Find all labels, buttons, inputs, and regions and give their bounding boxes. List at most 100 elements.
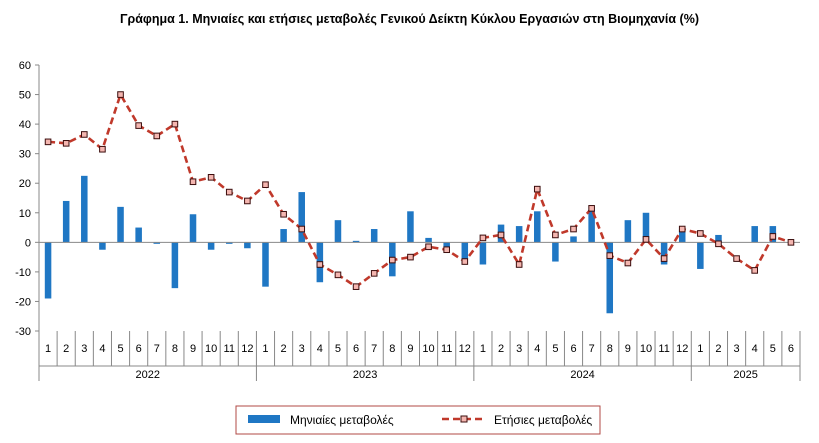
y-tick-label: 30 xyxy=(19,149,31,161)
x-month-label: 5 xyxy=(335,343,341,355)
monthly-bar xyxy=(515,226,523,243)
monthly-bar xyxy=(443,242,450,247)
y-tick-label: -30 xyxy=(15,326,31,338)
x-month-label: 5 xyxy=(117,343,123,355)
annual-point xyxy=(99,145,106,153)
legend-bar-swatch xyxy=(248,415,280,423)
x-month-label: 4 xyxy=(534,343,540,355)
x-month-label: 1 xyxy=(45,343,51,355)
x-month-label: 3 xyxy=(734,343,740,355)
y-tick-label: 10 xyxy=(19,208,31,220)
monthly-bar xyxy=(225,242,233,244)
legend-label-monthly: Μηνιαίες μεταβολές xyxy=(290,413,394,427)
annual-point xyxy=(280,210,287,218)
annual-point xyxy=(425,243,432,251)
annual-point xyxy=(370,270,378,277)
annual-point xyxy=(769,233,777,240)
x-month-label: 3 xyxy=(299,343,305,355)
x-month-label: 12 xyxy=(676,343,688,355)
monthly-bar xyxy=(171,242,179,289)
annual-point xyxy=(443,246,450,254)
x-month-label: 2 xyxy=(63,343,69,355)
annual-point xyxy=(588,205,595,212)
annual-point xyxy=(624,259,632,267)
monthly-bar xyxy=(280,229,287,243)
monthly-bar xyxy=(352,240,360,243)
monthly-bar xyxy=(570,236,577,243)
annual-point xyxy=(44,138,52,146)
annual-point xyxy=(733,255,740,262)
monthly-bar xyxy=(370,229,378,243)
x-month-label: 10 xyxy=(640,343,652,355)
x-month-label: 10 xyxy=(422,343,434,355)
monthly-bar xyxy=(262,242,269,287)
monthly-bar xyxy=(207,242,215,250)
annual-point xyxy=(225,188,233,196)
x-month-label: 6 xyxy=(570,343,576,355)
x-month-label: 1 xyxy=(262,343,268,355)
annual-point xyxy=(189,178,197,186)
x-month-label: 12 xyxy=(241,343,253,355)
monthly-bar xyxy=(715,234,722,243)
x-year-label: 2025 xyxy=(733,369,757,381)
x-month-label: 2 xyxy=(498,343,504,355)
x-month-label: 7 xyxy=(154,343,160,355)
annual-point xyxy=(497,231,505,239)
annual-point xyxy=(207,174,215,181)
x-month-label: 5 xyxy=(552,343,558,355)
annual-point xyxy=(660,255,668,262)
x-year-label: 2022 xyxy=(135,369,159,381)
monthly-bar xyxy=(588,209,595,243)
annual-point xyxy=(316,261,324,268)
x-month-label: 4 xyxy=(99,343,105,355)
monthly-bar xyxy=(479,242,487,265)
x-month-label: 3 xyxy=(516,343,522,355)
x-month-label: 3 xyxy=(81,343,87,355)
annual-point xyxy=(407,253,414,261)
annual-point xyxy=(80,131,88,138)
x-year-label: 2024 xyxy=(570,369,594,381)
monthly-bar xyxy=(44,242,52,299)
x-month-label: 9 xyxy=(625,343,631,355)
annual-point xyxy=(751,267,759,274)
monthly-bar xyxy=(461,242,469,259)
annual-point xyxy=(678,225,686,233)
annual-point xyxy=(135,122,142,129)
x-month-label: 11 xyxy=(658,343,669,355)
annual-point xyxy=(62,140,70,147)
monthly-bar xyxy=(552,242,559,262)
annual-point xyxy=(153,132,161,140)
monthly-bar xyxy=(534,211,541,243)
x-month-label: 11 xyxy=(441,343,452,355)
annual-point xyxy=(697,230,704,237)
y-tick-label: 50 xyxy=(19,90,31,102)
x-month-label: 2 xyxy=(281,343,287,355)
monthly-bar xyxy=(606,242,614,314)
legend-point-swatch xyxy=(460,415,468,423)
monthly-bar xyxy=(189,214,197,243)
x-month-label: 12 xyxy=(459,343,471,355)
annual-point xyxy=(642,236,650,243)
x-month-label: 2 xyxy=(715,343,721,355)
x-month-label: 8 xyxy=(607,343,613,355)
x-month-label: 8 xyxy=(172,343,178,355)
monthly-bar xyxy=(751,226,758,243)
monthly-bar xyxy=(135,227,142,243)
monthly-bar xyxy=(407,211,414,243)
annual-point xyxy=(552,231,559,239)
monthly-bar xyxy=(62,200,70,243)
legend-label-annual: Ετήσιες μεταβολές xyxy=(494,413,592,427)
x-month-label: 1 xyxy=(480,343,486,355)
y-tick-label: -20 xyxy=(15,296,31,308)
annual-line xyxy=(47,91,792,289)
x-month-label: 6 xyxy=(353,343,359,355)
y-tick-label: -10 xyxy=(15,267,31,279)
annual-point xyxy=(461,258,469,265)
annual-point xyxy=(533,185,541,193)
monthly-bar xyxy=(678,229,686,243)
x-month-label: 5 xyxy=(770,343,776,355)
x-month-label: 7 xyxy=(371,343,377,355)
legend-box xyxy=(235,405,601,435)
monthly-bar xyxy=(81,175,88,243)
y-tick-label: 20 xyxy=(19,178,31,190)
